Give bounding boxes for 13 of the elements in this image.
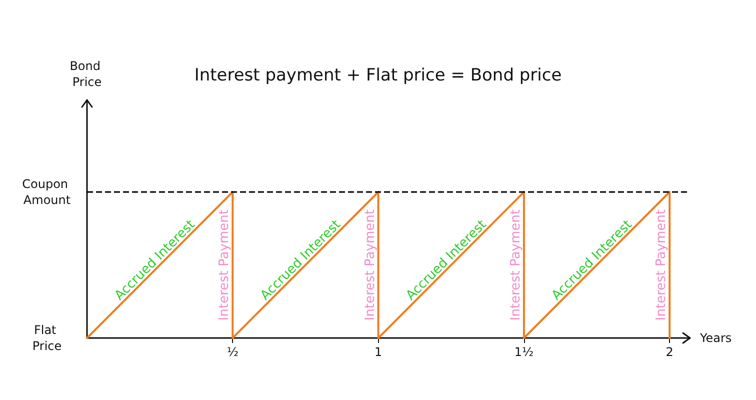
- chart-title: Interest payment + Flat price = Bond price: [194, 66, 562, 86]
- text: Bond Price: [70, 59, 104, 89]
- annotation: Interest Payment: [508, 209, 524, 321]
- x-tick-label: 1½: [514, 345, 534, 359]
- annotation: Interest Payment: [362, 209, 378, 321]
- x-tick-label: 2: [666, 345, 674, 359]
- annotation: Interest Payment: [654, 209, 670, 321]
- x-tick-label: 1: [374, 345, 382, 359]
- annotation: Flat Price: [32, 323, 62, 353]
- annotation: Interest Payment: [217, 209, 232, 321]
- ref-line-label: Coupon Amount: [22, 176, 72, 207]
- x-axis-title: Years: [699, 331, 732, 345]
- x-tick-label: ½: [226, 345, 238, 359]
